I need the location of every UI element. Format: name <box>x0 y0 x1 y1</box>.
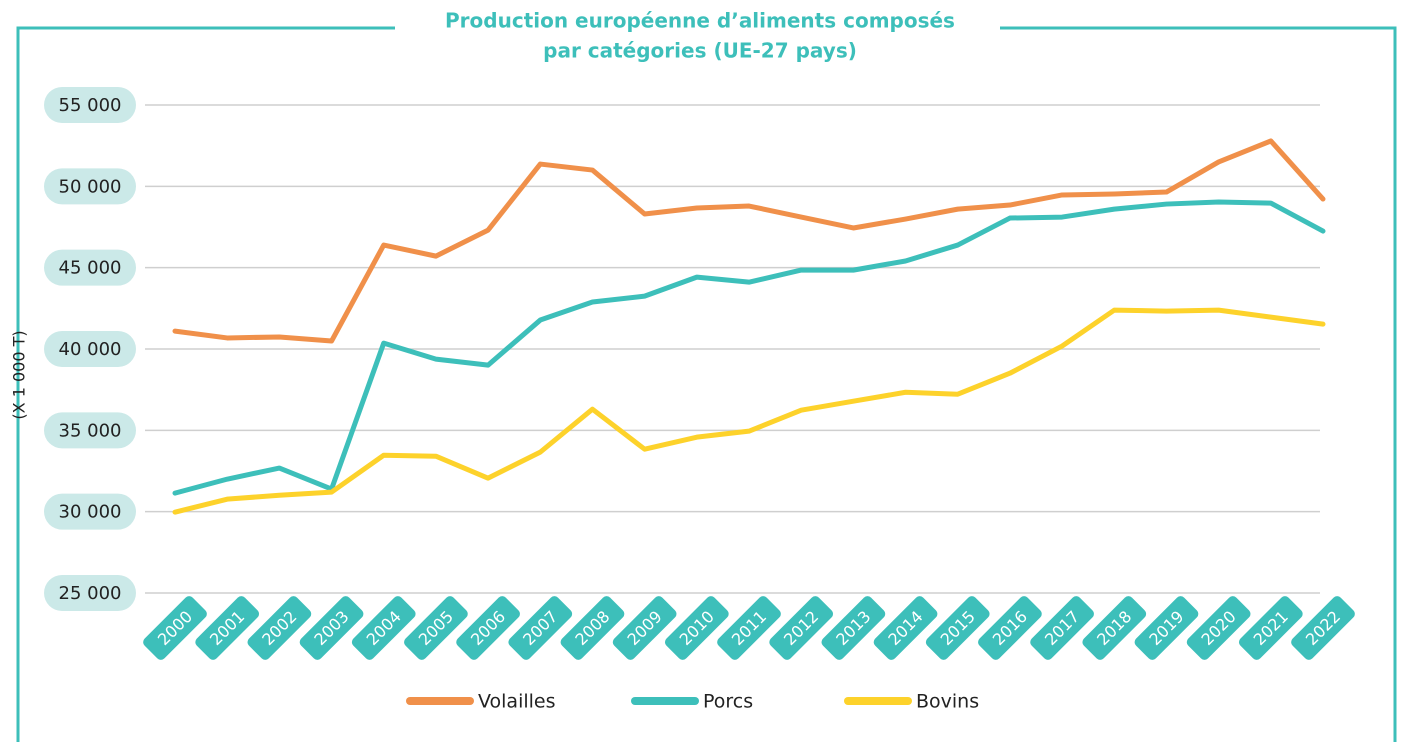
x-tick: 2008 <box>560 596 625 660</box>
x-tick-badge <box>143 596 207 660</box>
x-tick: 2012 <box>769 596 834 660</box>
x-tick-badge <box>821 596 886 660</box>
x-tick-badge <box>1186 596 1251 660</box>
x-tick: 2015 <box>925 596 990 660</box>
legend-label: Bovins <box>916 691 979 713</box>
x-tick-badge <box>612 596 677 660</box>
x-tick-badge <box>1030 596 1094 660</box>
x-tick-badge <box>351 596 416 660</box>
x-tick-badge <box>404 596 468 660</box>
x-tick-badge <box>769 596 834 660</box>
x-tick: 2016 <box>978 596 1042 660</box>
x-tick: 2005 <box>404 596 468 660</box>
x-tick: 2006 <box>456 596 520 660</box>
x-tick: 2017 <box>1030 596 1094 660</box>
y-tick-label: 35 000 <box>59 420 122 441</box>
x-tick: 2013 <box>821 596 886 660</box>
y-tick-pill <box>44 493 136 530</box>
x-tick: 2019 <box>1134 596 1199 660</box>
x-tick: 2009 <box>612 596 677 660</box>
x-tick: 2021 <box>1238 596 1303 660</box>
y-tick-pill <box>44 249 136 286</box>
x-tick-badge <box>1238 596 1303 660</box>
x-tick: 2002 <box>247 596 312 660</box>
x-tick-badge <box>1291 596 1355 660</box>
frame <box>16 26 1397 742</box>
y-tick-pill <box>44 87 136 123</box>
x-tick-badge <box>925 596 990 660</box>
x-tick-badge <box>873 596 938 660</box>
x-tick: 2004 <box>351 596 416 660</box>
y-tick-pill <box>44 331 136 367</box>
x-tick: 2018 <box>1082 596 1147 660</box>
y-tick-label: 55 000 <box>59 95 122 116</box>
x-tick-badge <box>247 596 312 660</box>
x-tick: 2001 <box>195 596 260 660</box>
x-tick-badge <box>1134 596 1199 660</box>
x-tick-badge <box>195 596 260 660</box>
series-line <box>172 307 1326 515</box>
y-tick-label: 25 000 <box>59 583 122 604</box>
x-tick: 2022 <box>1291 596 1355 660</box>
x-tick-badge <box>978 596 1042 660</box>
x-tick: 2020 <box>1186 596 1251 660</box>
legend-label: Porcs <box>703 691 753 713</box>
legend-label: Volailles <box>478 691 556 713</box>
chart-title: Production européenne d’aliments composé… <box>445 9 955 33</box>
y-axis-label: (X 1 000 T) <box>10 330 29 419</box>
x-tick-badge <box>717 596 781 660</box>
series-line <box>172 138 1326 344</box>
x-tick-badge <box>508 596 573 660</box>
y-tick-label: 30 000 <box>59 502 122 523</box>
x-tick-badge <box>299 596 364 660</box>
x-tick: 2010 <box>664 596 729 660</box>
chart-title: par catégories (UE-27 pays) <box>543 39 857 63</box>
x-tick: 2003 <box>299 596 364 660</box>
series-line <box>172 199 1326 496</box>
y-tick-label: 50 000 <box>59 176 122 197</box>
y-tick-pill <box>44 168 136 205</box>
x-tick: 2014 <box>873 596 938 660</box>
x-tick: 2000 <box>143 596 207 660</box>
x-tick-badge <box>560 596 625 660</box>
y-tick-pill <box>44 575 136 611</box>
y-tick-label: 40 000 <box>59 339 122 360</box>
y-tick-pill <box>44 412 136 449</box>
y-tick-label: 45 000 <box>59 258 122 279</box>
x-tick-badge <box>664 596 729 660</box>
x-tick: 2011 <box>717 596 781 660</box>
x-tick-badge <box>1082 596 1147 660</box>
x-tick: 2007 <box>508 596 573 660</box>
x-tick-badge <box>456 596 520 660</box>
